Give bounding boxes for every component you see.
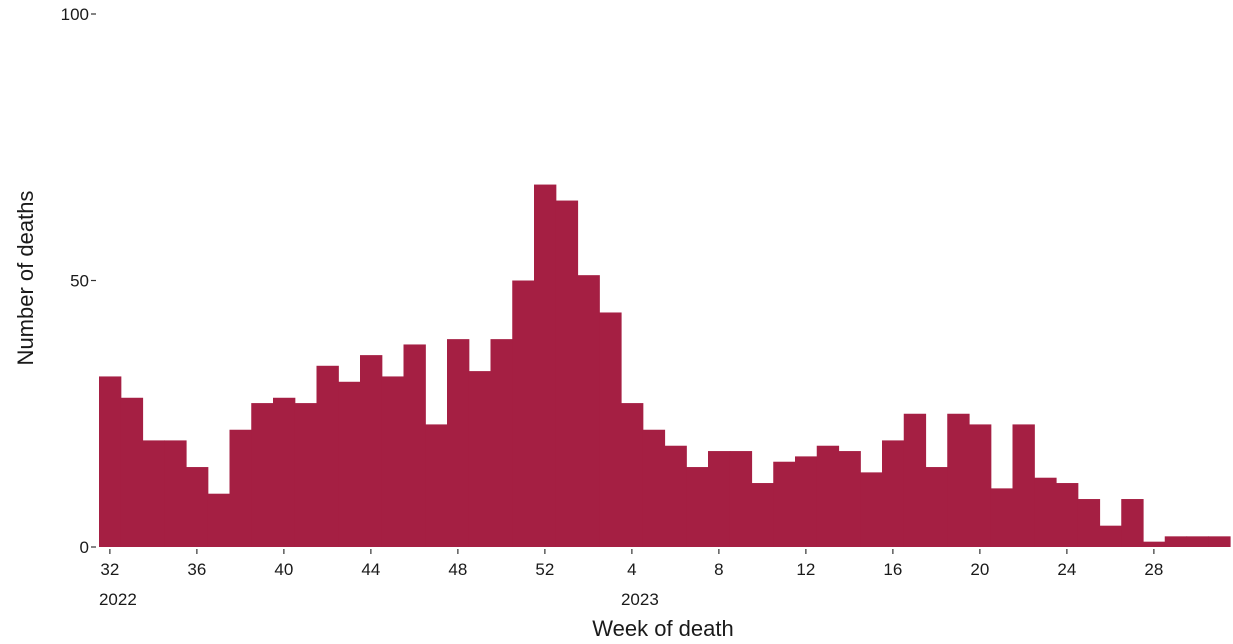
bar-2023-W16 [882, 440, 905, 547]
bar-2023-W27 [1121, 499, 1144, 547]
bar-2022-W32 [99, 376, 122, 547]
bar-2023-W09 [729, 451, 753, 547]
bar-2023-W02 [577, 275, 600, 547]
bar-2022-W52 [534, 184, 557, 547]
x-tick-label: 48 [448, 560, 467, 579]
bar-2022-W49 [468, 371, 492, 547]
bar-2022-W38 [229, 429, 252, 547]
bar-2023-W06 [664, 445, 687, 547]
x-tick-label: 24 [1057, 560, 1076, 579]
bar-2023-W22 [1012, 424, 1035, 547]
bar-series [99, 184, 1231, 548]
x-tick-label: 36 [187, 560, 206, 579]
bar-2022-W40 [273, 397, 296, 547]
bar-2022-W45 [381, 376, 405, 547]
x-tick-year-label: 2023 [621, 590, 659, 609]
bar-2023-W12 [795, 456, 818, 547]
y-axis: 0 50 100 [61, 5, 96, 557]
bar-2023-W24 [1056, 483, 1079, 547]
bar-2022-W46 [403, 344, 426, 547]
x-tick-label: 8 [714, 560, 723, 579]
x-tick-label: 4 [627, 560, 636, 579]
bar-2022-W39 [251, 403, 274, 547]
bar-2023-W10 [751, 483, 774, 547]
bar-2022-W48 [447, 339, 470, 547]
x-tick-label: 28 [1144, 560, 1163, 579]
bar-2023-W04 [621, 403, 644, 547]
x-tick-label: 12 [796, 560, 815, 579]
bar-2023-W28 [1143, 541, 1166, 547]
bar-2022-W47 [425, 424, 448, 547]
bar-2023-W14 [838, 451, 861, 547]
y-tick-label: 100 [61, 5, 89, 24]
y-axis-title: Number of deaths [13, 191, 38, 366]
bar-2023-W20 [969, 424, 992, 547]
x-tick-label: 20 [970, 560, 989, 579]
bar-2023-W17 [903, 413, 927, 547]
bar-2023-W26 [1099, 525, 1122, 547]
x-tick-label: 16 [883, 560, 902, 579]
x-tick-year-label: 2022 [99, 590, 137, 609]
bar-2023-W03 [599, 312, 622, 547]
bar-2023-W31 [1208, 536, 1231, 547]
bar-2023-W21 [990, 488, 1014, 547]
x-tick-label: 44 [361, 560, 380, 579]
bar-2023-W29 [1164, 536, 1188, 547]
bar-2023-W08 [708, 451, 731, 547]
bar-2022-W34 [142, 440, 165, 547]
bar-2022-W36 [186, 467, 209, 547]
bar-2022-W37 [207, 493, 231, 547]
bar-2022-W50 [490, 339, 513, 547]
bar-2022-W51 [512, 280, 535, 547]
bar-2023-W18 [925, 467, 948, 547]
bar-2023-W19 [947, 413, 970, 547]
bar-2022-W44 [360, 355, 383, 547]
bar-2023-W25 [1077, 499, 1101, 547]
bar-2023-W15 [860, 472, 883, 547]
bar-2023-W23 [1034, 477, 1057, 547]
bar-2022-W43 [338, 381, 361, 547]
bar-2023-W01 [555, 200, 579, 548]
bar-2023-W11 [773, 461, 796, 547]
y-tick-label: 50 [70, 272, 89, 291]
x-tick-label: 52 [535, 560, 554, 579]
bar-2022-W35 [164, 440, 187, 547]
bar-2023-W05 [642, 429, 666, 547]
x-axis: 32 2022 36 40 44 48 52 4 2023 8 12 16 20 24 28 [99, 549, 1163, 609]
bar-2022-W42 [316, 365, 339, 547]
bar-2023-W07 [686, 467, 709, 547]
bar-2023-W30 [1186, 536, 1209, 547]
y-tick-label: 0 [80, 538, 89, 557]
bar-2022-W41 [294, 403, 318, 547]
bar-2022-W33 [120, 397, 144, 547]
x-axis-title: Week of death [592, 616, 733, 641]
x-tick-label: 32 [100, 560, 119, 579]
bar-2023-W13 [816, 445, 840, 547]
x-tick-label: 40 [274, 560, 293, 579]
